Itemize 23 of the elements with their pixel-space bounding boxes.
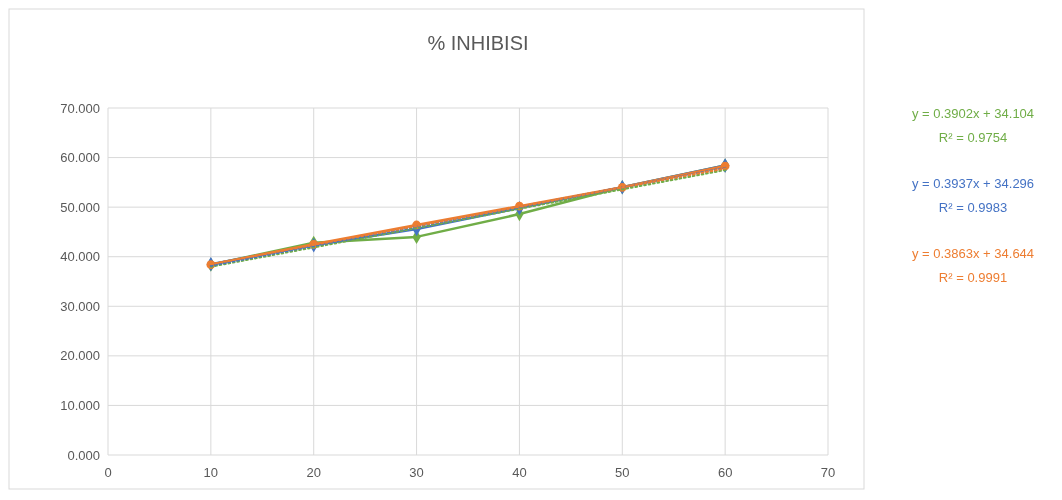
text: y = 0.3937x + 34.296 — [911, 176, 1035, 191]
chart-title: % INHIBISI — [427, 32, 529, 54]
y-tick-label: 10.000 — [60, 397, 100, 413]
text: R² = 0.9754 — [938, 130, 1008, 145]
x-tick-label: 50 — [615, 465, 630, 480]
x-tick-label: 60 — [717, 465, 733, 480]
x-tick-label: 10 — [203, 465, 219, 480]
x-tick-label: 40 — [512, 465, 527, 480]
y-tick-label: 0.000 — [67, 447, 100, 463]
x-tick-label: 70 — [820, 465, 836, 480]
y-tick-label: 40.000 — [60, 249, 100, 265]
y-tick-label: 70.000 — [60, 100, 100, 116]
x-tick-label: 30 — [409, 465, 424, 480]
x-tick-label: 0 — [104, 465, 112, 480]
text: R² = 0.9991 — [938, 270, 1008, 285]
y-tick-label: 50.000 — [60, 199, 100, 215]
x-tick-label: 20 — [306, 465, 321, 480]
y-tick-label: 30.000 — [60, 298, 100, 314]
y-tick-label: 60.000 — [60, 150, 100, 166]
text: R² = 0.9983 — [938, 200, 1008, 215]
y-tick-label: 20.000 — [60, 348, 100, 364]
text: y = 0.3902x + 34.104 — [911, 106, 1035, 121]
text: y = 0.3863x + 34.644 — [911, 246, 1035, 261]
